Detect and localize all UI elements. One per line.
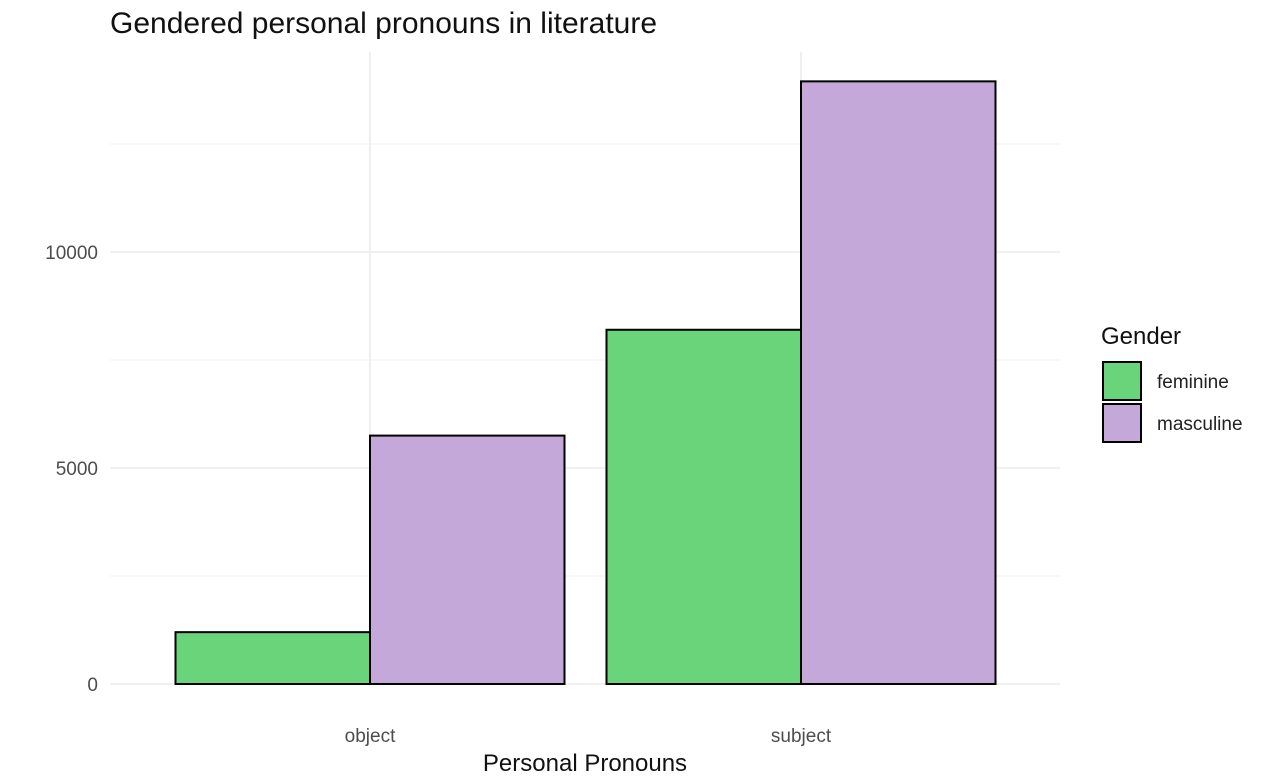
- y-tick-label: 10000: [45, 243, 98, 264]
- x-axis-ticks: object subject: [345, 726, 832, 747]
- legend: Gender feminine masculine: [1101, 323, 1243, 443]
- x-axis-label: Personal Pronouns: [483, 750, 687, 777]
- bar-object-masculine: [369, 434, 566, 685]
- bar-subject-feminine: [605, 328, 802, 685]
- chart-title: Gendered personal pronouns in literature: [110, 7, 657, 40]
- legend-label-feminine: feminine: [1157, 372, 1229, 393]
- y-axis-ticks: 0 5000 10000: [45, 243, 98, 696]
- y-tick-label: 5000: [56, 459, 98, 480]
- legend-items: feminine masculine: [1102, 361, 1243, 443]
- bar-subject-masculine: [800, 80, 997, 686]
- legend-title: Gender: [1101, 323, 1181, 350]
- legend-key-masculine: [1102, 403, 1142, 443]
- bars: [174, 80, 997, 686]
- x-tick-label: subject: [771, 726, 832, 747]
- legend-key-feminine: [1102, 361, 1142, 401]
- y-tick-label: 0: [87, 675, 98, 696]
- bar-object-feminine: [174, 631, 371, 685]
- x-tick-label: object: [345, 726, 396, 747]
- legend-label-masculine: masculine: [1157, 414, 1243, 435]
